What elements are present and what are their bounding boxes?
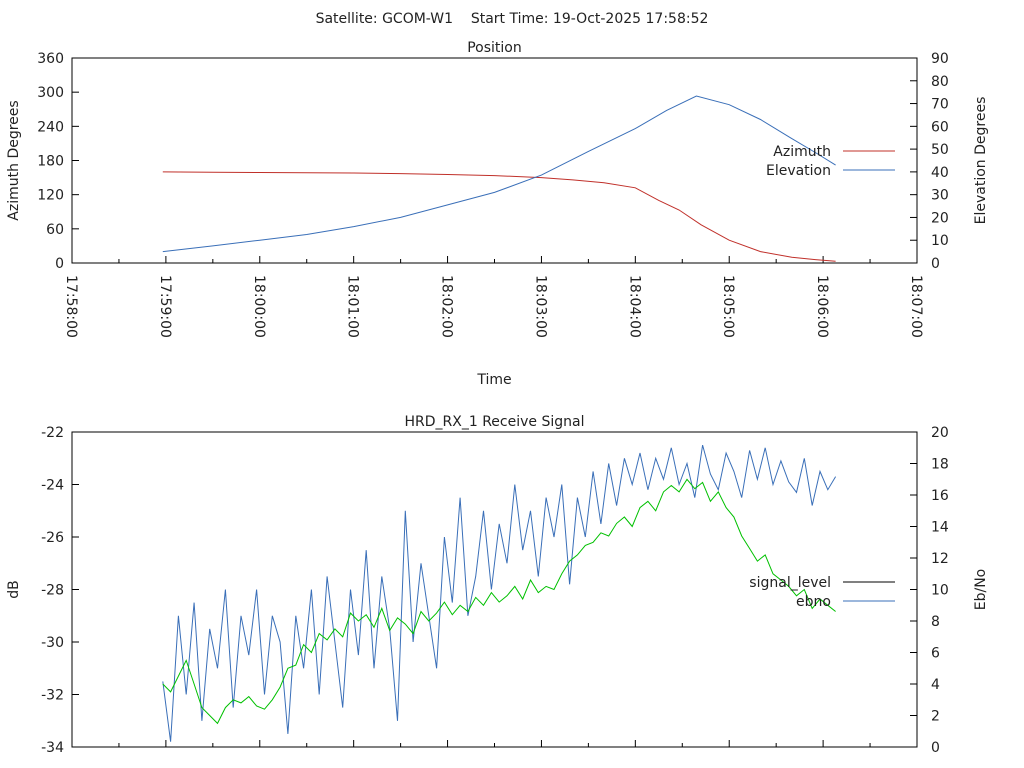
y-tick-label: -22: [41, 425, 64, 441]
y2-axis-label: Eb/No: [973, 569, 989, 611]
y-tick-label: 180: [37, 154, 64, 170]
y-tick-label: -26: [41, 530, 64, 546]
y2-tick-label: 4: [931, 677, 940, 693]
y2-tick-label: 20: [931, 210, 949, 226]
plot-frame: [71, 431, 918, 748]
y-axis-label: dB: [6, 580, 22, 599]
series-line-signal_level: [162, 444, 837, 742]
y2-tick-label: 0: [931, 256, 940, 272]
y2-tick-label: 18: [931, 457, 949, 473]
chart-title: Position: [467, 40, 522, 56]
y2-tick-label: 14: [931, 520, 949, 536]
y-tick-label: -24: [41, 478, 64, 494]
y-axis-label: Azimuth Degrees: [6, 100, 22, 220]
y2-tick-label: 30: [931, 188, 949, 204]
x-tick-label: 18:06:00: [814, 275, 830, 338]
y2-tick-label: 0: [931, 740, 940, 756]
x-tick-label: 18:01:00: [345, 275, 361, 338]
y-tick-label: -30: [41, 635, 64, 651]
y-tick-label: 0: [55, 256, 64, 272]
y-tick-label: 300: [37, 85, 64, 101]
y2-tick-label: 40: [931, 165, 949, 181]
legend-label: signal_level: [749, 575, 831, 591]
y-tick-label: 120: [37, 188, 64, 204]
y2-tick-label: 60: [931, 119, 949, 135]
plot-frame: [71, 57, 918, 264]
x-tick-label: 18:02:00: [439, 275, 455, 338]
x-axis-label: Time: [476, 372, 511, 388]
series-line-Azimuth: [162, 171, 836, 262]
y-tick-label: 60: [46, 222, 64, 238]
x-tick-label: 18:04:00: [626, 275, 642, 338]
y-tick-label: -32: [41, 688, 64, 704]
x-tick-label: 18:03:00: [532, 275, 548, 338]
y2-tick-label: 10: [931, 583, 949, 599]
y2-tick-label: 2: [931, 709, 940, 725]
y2-tick-label: 10: [931, 233, 949, 249]
y2-tick-label: 50: [931, 142, 949, 158]
y-tick-label: 240: [37, 119, 64, 135]
y2-axis-label: Elevation Degrees: [973, 97, 989, 225]
y2-tick-label: 20: [931, 425, 949, 441]
y2-tick-label: 70: [931, 97, 949, 113]
x-tick-label: 18:07:00: [908, 275, 924, 338]
x-tick-label: 17:59:00: [157, 275, 173, 338]
y-tick-label: -28: [41, 583, 64, 599]
x-tick-label: 17:58:00: [63, 275, 79, 338]
y2-tick-label: 6: [931, 646, 940, 662]
signal-chart: HRD_RX_1 Receive Signal -34 -32 -30 -28 -26 -2…: [6, 414, 989, 756]
y-tick-label: -34: [41, 740, 64, 756]
x-tick-label: 18:00:00: [251, 275, 267, 338]
series-line-Elevation: [162, 95, 836, 253]
y2-tick-label: 16: [931, 488, 949, 504]
y2-tick-label: 12: [931, 551, 949, 567]
position-chart: Position 0 60 120 180 240 300 360 0 10 20 30 40 50 60 7…: [6, 40, 989, 388]
y2-tick-label: 90: [931, 51, 949, 67]
legend-label: ebno: [796, 594, 831, 610]
series-line-ebno: [162, 478, 836, 725]
y2-tick-label: 8: [931, 614, 940, 630]
figure-title: Satellite: GCOM-W1 Start Time: 19-Oct-20…: [316, 11, 709, 27]
legend-label: Elevation: [766, 163, 831, 179]
chart-title: HRD_RX_1 Receive Signal: [405, 414, 585, 430]
x-tick-label: 18:05:00: [720, 275, 736, 338]
legend-label: Azimuth: [773, 144, 831, 160]
y-tick-label: 360: [37, 51, 64, 67]
y2-tick-label: 80: [931, 74, 949, 90]
